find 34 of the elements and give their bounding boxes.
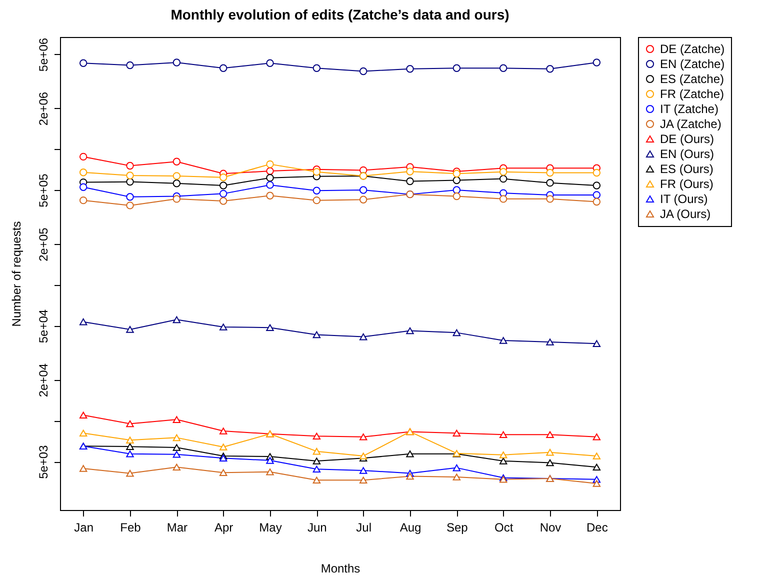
x-tick-label: Nov [540,520,562,534]
y-tick-label: 5e+03 [36,444,50,479]
legend-label: ES (Zatche) [660,72,724,86]
legend-label: ES (Ours) [660,162,714,176]
legend-label: DE (Zatche) [660,42,725,56]
legend-label: IT (Zatche) [660,102,718,116]
chart-title: Monthly evolution of edits (Zatche’s data and ours) [170,6,510,22]
x-tick-label: Feb [120,520,142,534]
y-tick-label: 5e+04 [36,309,50,344]
y-tick-label: 2e+06 [36,92,50,126]
x-tick-label: May [259,520,282,534]
x-tick-label: Jan [74,520,94,534]
legend-label: FR (Zatche) [660,87,724,101]
x-tick-label: Jun [307,520,327,534]
legend-label: IT (Ours) [660,192,708,206]
legend-label: EN (Zatche) [660,57,725,71]
y-tick-label: 2e+04 [36,363,50,398]
x-tick-label: Sep [446,520,468,534]
legend-label: EN (Ours) [660,147,714,161]
legend-label: FR (Ours) [660,177,714,191]
x-axis-title: Months [320,562,360,576]
x-tick-label: Aug [400,520,422,534]
legend-label: JA (Ours) [660,207,711,221]
x-tick-label: Oct [494,520,514,534]
y-tick-label: 5e+06 [36,38,50,72]
y-tick-label: 5e+05 [36,173,50,208]
x-tick-label: Mar [166,520,188,534]
x-tick-label: Apr [214,520,234,534]
y-axis-title: Number of requests [10,221,24,327]
legend-label: DE (Ours) [660,132,714,146]
x-tick-label: Jul [356,520,372,534]
y-tick-label: 2e+05 [36,227,50,262]
x-tick-label: Dec [586,520,608,534]
legend-label: JA (Zatche) [660,117,722,131]
